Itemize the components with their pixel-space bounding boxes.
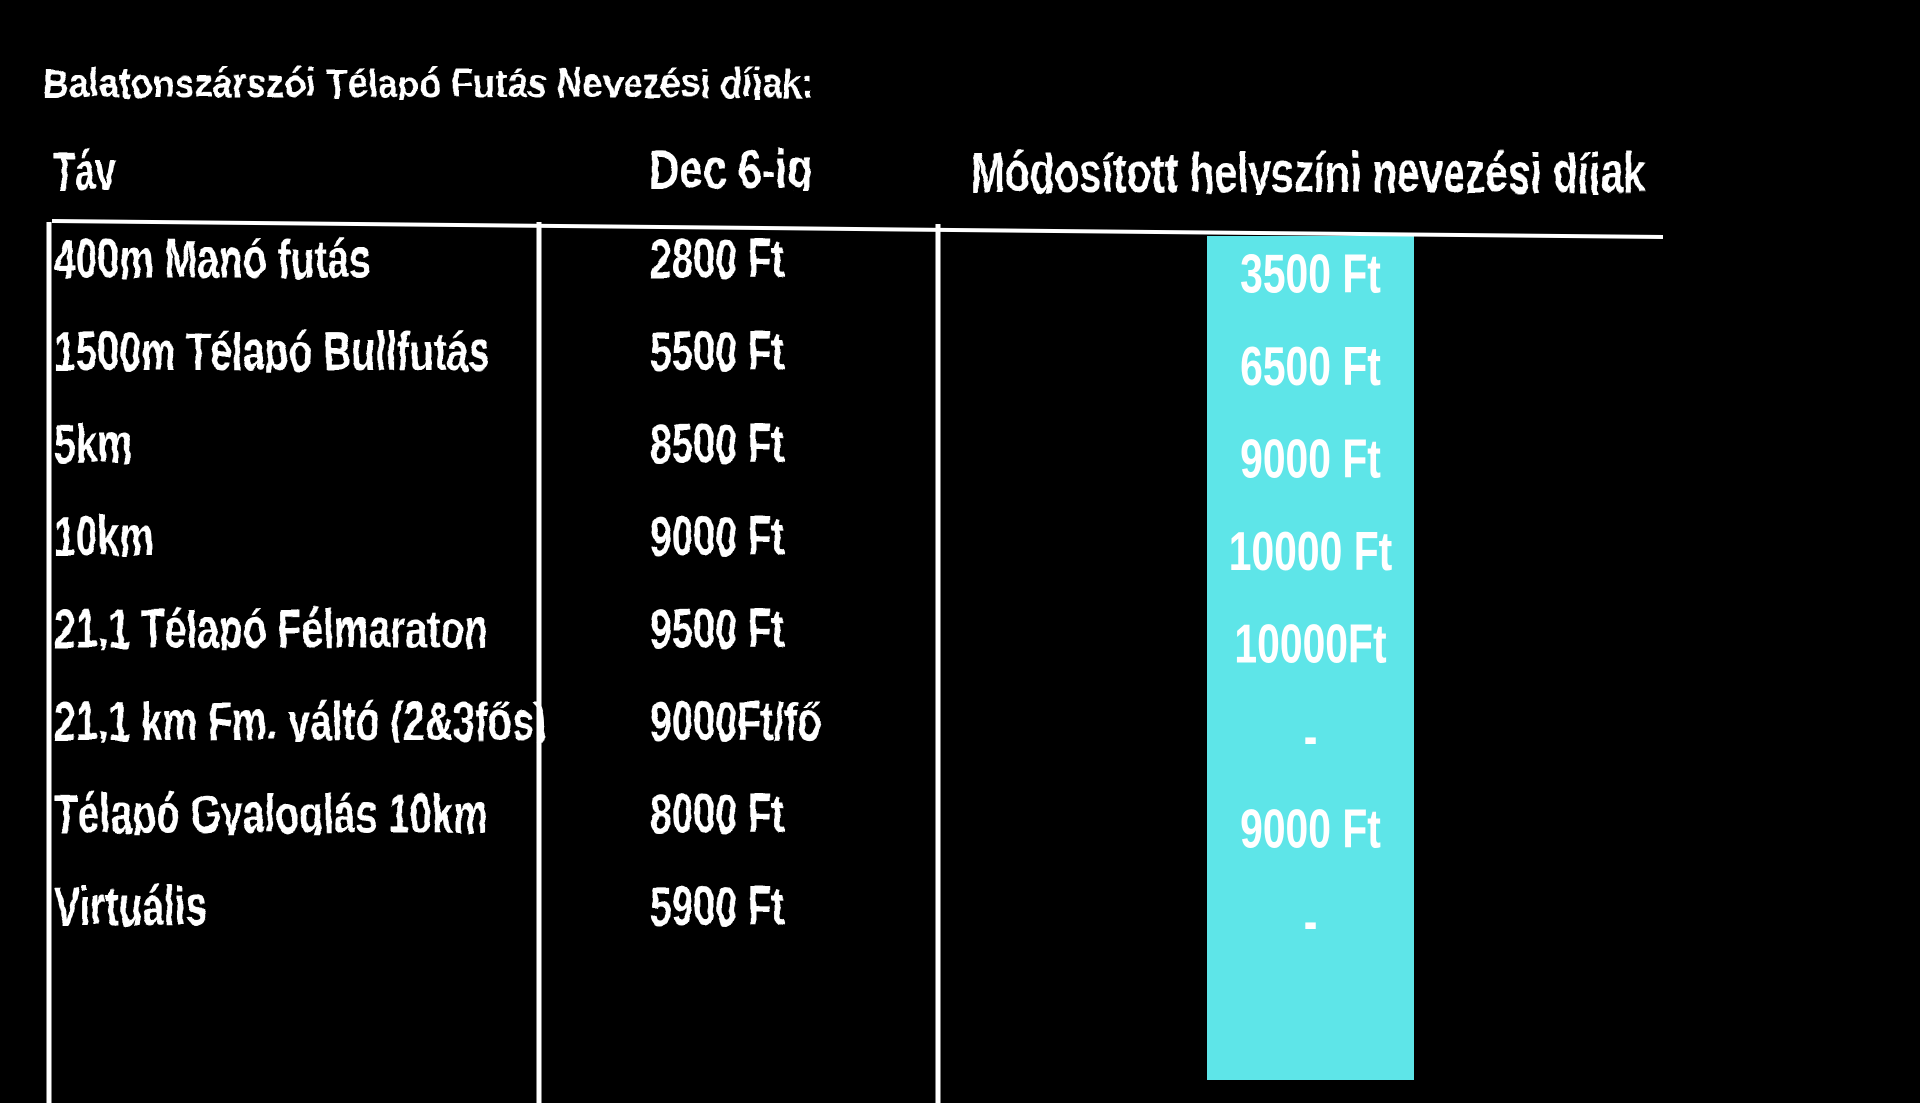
svg-text:10000Ft: 10000Ft bbox=[1234, 613, 1386, 674]
svg-text:10000 Ft: 10000 Ft bbox=[1229, 521, 1393, 582]
svg-text:9000 Ft: 9000 Ft bbox=[1240, 428, 1381, 489]
svg-text:Táv: Táv bbox=[53, 140, 116, 201]
svg-text:3500 Ft: 3500 Ft bbox=[1240, 243, 1381, 304]
svg-text:6500 Ft: 6500 Ft bbox=[1240, 336, 1381, 397]
svg-text:Balatonszárszói Télapó Futás N: Balatonszárszói Télapó Futás Nevezési dí… bbox=[43, 61, 814, 107]
svg-text:9000 Ft: 9000 Ft bbox=[1240, 798, 1381, 859]
svg-text:-: - bbox=[1304, 706, 1318, 767]
svg-text:-: - bbox=[1304, 891, 1318, 952]
